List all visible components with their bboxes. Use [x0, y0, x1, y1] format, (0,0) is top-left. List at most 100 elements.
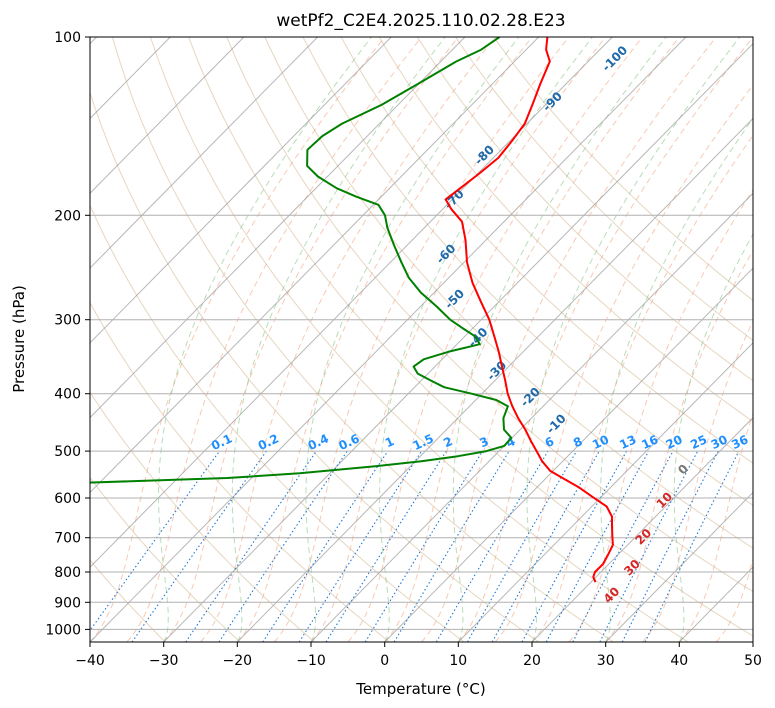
- y-tick-label: 500: [54, 444, 81, 460]
- temperature-profile-line: [444, 37, 614, 583]
- mixing-ratio-line: [131, 450, 267, 642]
- dry-adiabat-line: [90, 559, 166, 642]
- temperature-label-blue: -10: [544, 411, 569, 436]
- x-tick-label: 20: [523, 653, 541, 669]
- x-tick-label: 10: [449, 653, 467, 669]
- dry-adiabat-line: [90, 204, 465, 642]
- mixing-ratio-label: 0.6: [337, 431, 362, 453]
- mixing-ratio-line: [599, 450, 699, 642]
- green-dashed-line: [158, 37, 372, 642]
- temperature-label-red: 20: [633, 526, 655, 548]
- moist-adiabat-line: [457, 37, 753, 642]
- mixing-ratio-label: 36: [729, 432, 750, 452]
- moist-adiabat-line: [200, 37, 496, 642]
- dewpoint-profile-line: [90, 37, 513, 484]
- moist-adiabat-line: [568, 188, 753, 642]
- chart-title: wetPf2_C2E4.2025.110.02.28.E23: [276, 11, 565, 31]
- y-tick-label: 1000: [45, 622, 81, 638]
- isotherm-line: [678, 566, 753, 642]
- moist-adiabat-line: [384, 37, 680, 642]
- plot-frame: [89, 36, 754, 643]
- moist-adiabat-line: [678, 411, 753, 642]
- mixing-ratio-label: 13: [617, 432, 638, 452]
- isotherm-line: [90, 37, 318, 269]
- y-tick-label: 100: [54, 30, 81, 46]
- dry-adiabat-line: [302, 37, 753, 506]
- green-dashed-line: [452, 37, 667, 642]
- green-dashed-line: [526, 37, 741, 642]
- isotherm-line: [90, 37, 613, 568]
- dry-adiabat-line: [90, 91, 540, 642]
- moist-adiabat-line: [531, 134, 753, 642]
- moist-adiabat-line: [642, 319, 753, 642]
- mixing-ratio-label: 8: [571, 434, 584, 450]
- mixing-ratio-line: [364, 450, 484, 642]
- temperature-label-red: 10: [654, 489, 676, 511]
- mixing-ratio-label: 20: [664, 432, 685, 452]
- x-axis-title: Temperature (°C): [355, 680, 485, 698]
- axes: −40 −30 −20 −10 0 10 20 30 40 5010020030040050060…: [45, 30, 762, 669]
- y-tick-label: 200: [54, 208, 81, 224]
- isotherm-line: [163, 42, 753, 642]
- y-axis-title: Pressure (hPa): [10, 285, 28, 393]
- isotherm-line: [90, 37, 539, 494]
- mixing-ratio-line: [521, 450, 628, 642]
- mixing-ratio-line: [90, 450, 221, 632]
- mixing-ratio-label: 0.2: [256, 431, 281, 453]
- isotherm-line: [384, 267, 753, 642]
- mixing-ratio-line: [262, 450, 389, 642]
- green-dashed-line: [379, 37, 593, 642]
- dry-adiabat-line: [264, 37, 753, 549]
- mixing-ratio-label: 1: [383, 434, 396, 450]
- mixing-ratio-label: 10: [590, 432, 611, 452]
- y-tick-label: 400: [54, 387, 81, 403]
- x-tick-label: −30: [149, 653, 179, 669]
- y-tick-label: 600: [54, 491, 81, 507]
- mixing-ratio-line: [572, 450, 674, 642]
- green-dashed-line: [600, 117, 753, 642]
- isotherm-line: [90, 37, 392, 344]
- mixing-ratio-line: [298, 450, 423, 642]
- dry-adiabat-line: [226, 37, 753, 593]
- green-dashed-line: [305, 37, 520, 642]
- temperature-label-blue: -60: [433, 241, 458, 266]
- mixing-ratio-label: 3: [477, 434, 490, 450]
- dry-adiabat-line: [111, 37, 614, 642]
- moist-adiabat-line: [347, 37, 643, 642]
- dry-adiabat-line: [90, 476, 241, 642]
- y-tick-label: 700: [54, 531, 81, 547]
- isotherm-line: [531, 416, 753, 642]
- moist-adiabat-line: [163, 37, 459, 642]
- temperature-label-red: 30: [621, 557, 643, 579]
- green-dashed-line: [231, 37, 446, 642]
- temperature-label-red: 0: [675, 462, 691, 478]
- isotherm-line: [457, 342, 753, 642]
- x-tick-label: 50: [744, 653, 762, 669]
- isotherm-line: [605, 491, 753, 642]
- mixing-ratio-label: 30: [709, 432, 730, 452]
- moist-adiabat-line: [126, 37, 422, 642]
- dry-adiabat-line: [149, 37, 689, 642]
- green-dashed-line: [673, 233, 753, 642]
- dry-adiabat-line: [90, 301, 390, 642]
- x-tick-label: 0: [380, 653, 389, 669]
- mixing-ratio-label: 25: [688, 432, 709, 452]
- mixing-ratio-line: [393, 450, 510, 642]
- x-tick-label: −40: [75, 653, 105, 669]
- x-tick-label: 30: [597, 653, 615, 669]
- mixing-ratio-line: [218, 450, 348, 642]
- mixing-ratio-label: 0.4: [306, 431, 331, 453]
- mixing-ratio-line: [621, 450, 719, 642]
- isotherm-line: [90, 37, 245, 194]
- dry-adiabat-line: [340, 37, 753, 464]
- dry-adiabat-line: [90, 391, 316, 642]
- moist-adiabat-line: [273, 37, 570, 642]
- moist-adiabat-line: [752, 641, 753, 642]
- mixing-ratio-line: [491, 450, 600, 642]
- x-tick-label: −10: [296, 653, 326, 669]
- mixing-ratio-label: 6: [543, 434, 556, 450]
- mixing-ratio-label: 2: [441, 434, 454, 450]
- isotherm-line: [310, 192, 753, 642]
- temperature-label-blue: -50: [442, 286, 467, 311]
